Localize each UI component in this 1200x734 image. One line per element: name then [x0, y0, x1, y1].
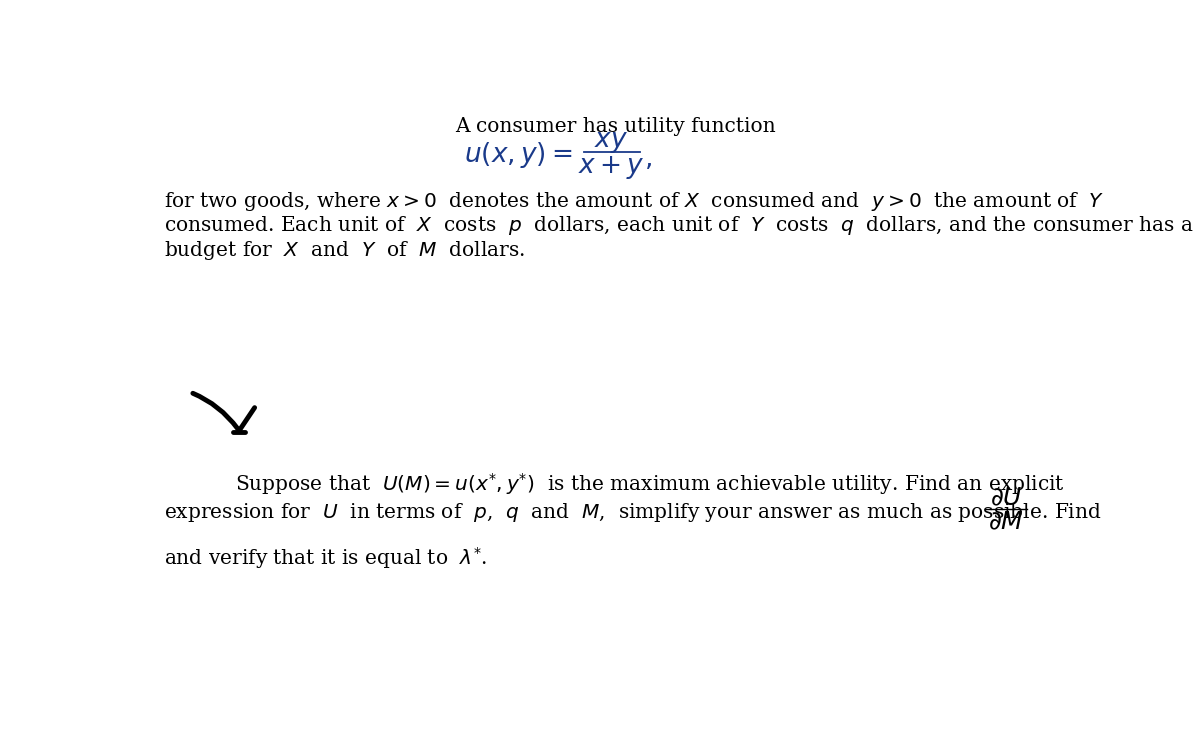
Text: $\partial U$: $\partial U$ [990, 487, 1022, 510]
Text: A consumer has utility function: A consumer has utility function [455, 117, 775, 137]
Text: $x + y$: $x + y$ [578, 154, 644, 181]
Text: Suppose that  $U(M) = u(x^{*},y^{*})$  is the maximum achievable utility. Find a: Suppose that $U(M) = u(x^{*},y^{*})$ is … [235, 471, 1066, 498]
Text: budget for  $X$  and  $Y$  of  $M$  dollars.: budget for $X$ and $Y$ of $M$ dollars. [164, 239, 526, 262]
Text: $,$: $,$ [644, 146, 653, 171]
Text: and verify that it is equal to  $\lambda^{*}$.: and verify that it is equal to $\lambda^… [164, 545, 487, 571]
Text: $\partial M$: $\partial M$ [989, 512, 1025, 534]
Text: $xy$: $xy$ [594, 131, 629, 156]
Text: for two goods, where $x>0$  denotes the amount of $X$  consumed and  $y>0$  the : for two goods, where $x>0$ denotes the a… [164, 189, 1104, 213]
Text: expression for  $U$  in terms of  $p$,  $q$  and  $M$,  simplify your answer as : expression for $U$ in terms of $p$, $q$ … [164, 501, 1102, 524]
Text: consumed. Each unit of  $X$  costs  $p$  dollars, each unit of  $Y$  costs  $q$ : consumed. Each unit of $X$ costs $p$ dol… [164, 214, 1194, 237]
Text: $u(x, y) =$: $u(x, y) =$ [464, 140, 572, 170]
